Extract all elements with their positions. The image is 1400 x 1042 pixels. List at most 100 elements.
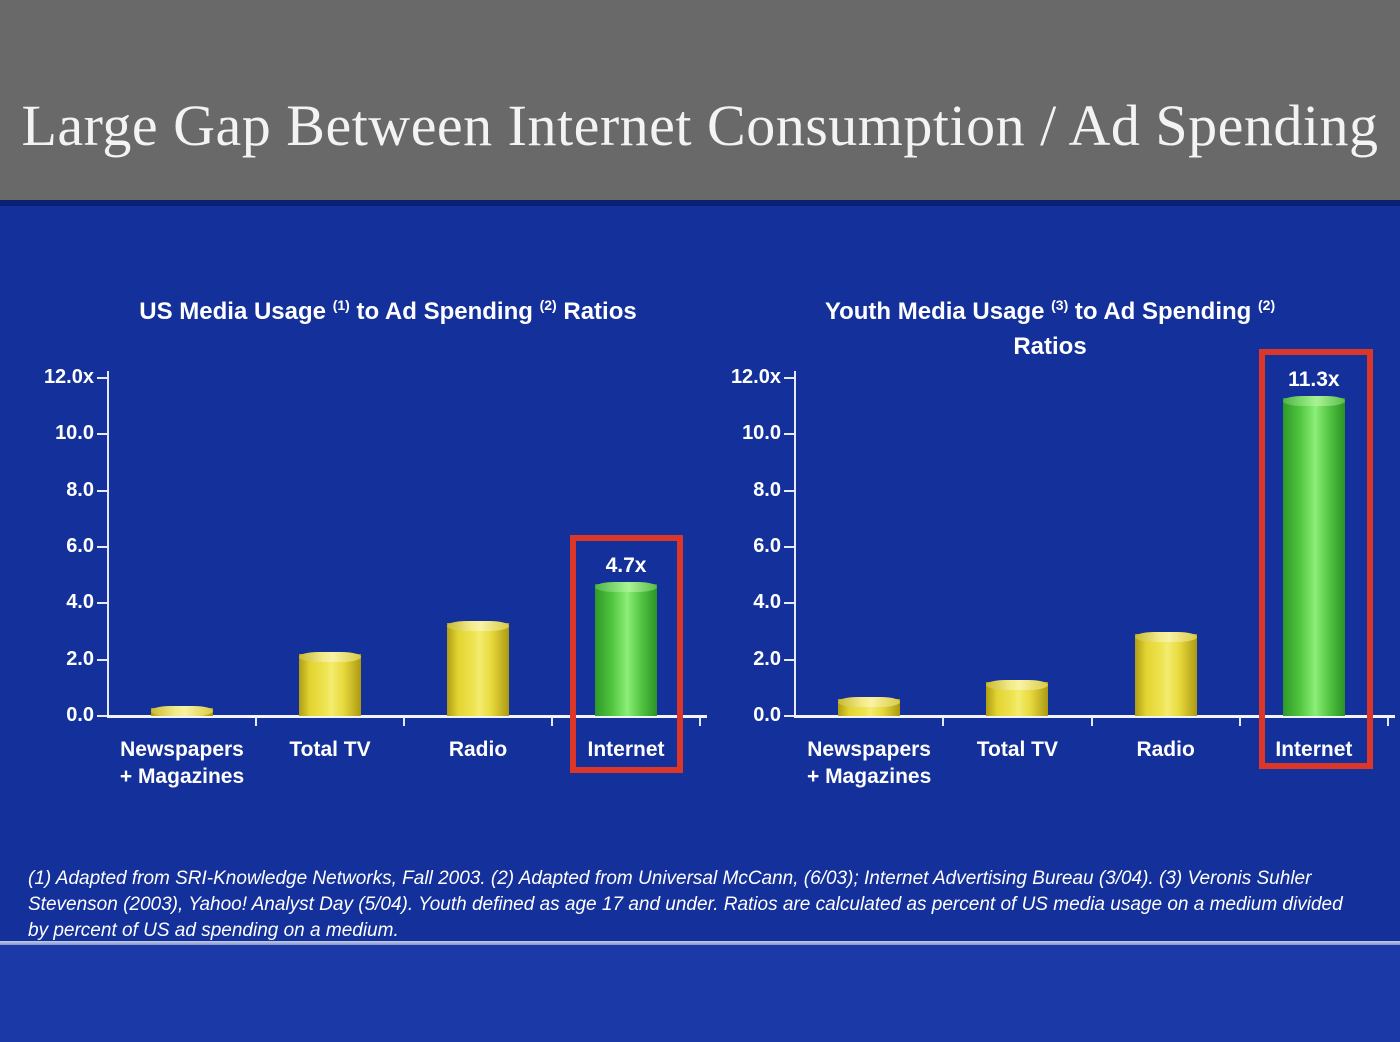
bar-radio [1134, 632, 1197, 716]
y-axis-label: 8.0 [753, 478, 781, 501]
y-axis-label: 4.0 [753, 591, 781, 614]
x-axis-tick [403, 717, 405, 726]
footnote-line: Stevenson (2003), Yahoo! Analyst Day (5/… [28, 894, 1343, 915]
y-axis-tick [97, 658, 107, 661]
y-axis-tick [97, 377, 107, 379]
category-label-line: Newspapers [120, 738, 244, 761]
chart-right-title: Youth Media Usage (3) to Ad Spending (2)… [728, 288, 1372, 364]
y-axis-label: 12.0x [43, 366, 94, 388]
chart-title-segment: to Ad Spending [349, 298, 540, 325]
y-axis [794, 371, 796, 716]
footer-divider [0, 941, 1400, 945]
category-label: Newspapers + Magazines [108, 736, 256, 790]
category-label-line: Internet [587, 738, 665, 761]
chart-title-segment: (2) [1258, 297, 1276, 313]
chart-title-segment: (3) [1051, 297, 1069, 313]
category-label-line: Internet [1275, 738, 1353, 761]
chart-left-title: US Media Usage (1) to Ad Spending (2) Ra… [58, 288, 718, 329]
y-axis-tick [97, 602, 107, 605]
x-axis-tick [1090, 717, 1093, 726]
chart-right-highlight-box [1259, 349, 1373, 769]
bar-radio [447, 621, 509, 716]
y-axis-label: 8.0 [66, 478, 94, 501]
bar-top-cap [1134, 632, 1197, 643]
y-axis-tick [97, 489, 107, 492]
header-divider [0, 200, 1400, 206]
bar-total-tv [986, 680, 1049, 716]
y-axis [107, 371, 109, 716]
category-label: Internet [1240, 736, 1388, 763]
y-axis-tick [784, 377, 794, 379]
chart-title-segment: to Ad Spending [1068, 298, 1258, 325]
category-label-line: + Magazines [806, 765, 932, 788]
bar-top-cap [447, 621, 509, 632]
chart-left-highlight-box [570, 535, 683, 773]
bar-top-cap [299, 652, 361, 663]
bar-top-cap [838, 697, 901, 708]
x-axis-tick [551, 717, 553, 726]
y-axis-label: 6.0 [753, 535, 781, 557]
y-axis-tick [784, 602, 794, 605]
x-axis-tick [942, 717, 945, 726]
bar-top-cap [986, 680, 1049, 691]
chart-title-segment: Ratios [1013, 333, 1087, 360]
category-label-line: Total TV [289, 738, 371, 761]
footnote-line: (1) Adapted from SRI-Knowledge Networks,… [28, 868, 1312, 889]
bar-newspapers-magazines [151, 705, 213, 716]
bar-top-cap [595, 581, 657, 592]
y-axis-tick [97, 715, 107, 717]
y-axis-tick [97, 546, 107, 548]
bar-top-cap [151, 705, 213, 716]
category-label: Total TV [943, 736, 1091, 763]
x-axis-tick [1387, 717, 1389, 726]
y-axis-tick [97, 433, 107, 436]
footer-band: MorganStanley 43 Yourseeker [0, 945, 1400, 1042]
category-label: Total TV [256, 736, 404, 763]
x-axis-tick [255, 717, 257, 726]
bar-internet [595, 581, 657, 716]
category-label-line: Radio [448, 738, 508, 761]
y-axis-tick [784, 489, 794, 492]
header-band: Large Gap Between Internet Consumption /… [0, 0, 1400, 200]
bar-total-tv [299, 652, 361, 716]
bar-value-label: 4.7x [605, 553, 647, 577]
x-axis-line [794, 715, 1395, 718]
chart-title-segment: (2) [539, 297, 557, 313]
category-label: Radio [404, 736, 552, 763]
bar-newspapers-magazines [838, 697, 901, 716]
y-axis-label: 2.0 [66, 647, 94, 670]
category-label-line: Total TV [976, 738, 1059, 761]
y-axis-label: 10.0 [742, 422, 781, 445]
x-axis-tick [1238, 717, 1241, 726]
y-axis-tick [784, 658, 794, 661]
category-label: Internet [552, 736, 700, 763]
category-label: Newspapers + Magazines [795, 736, 943, 790]
chart-title-segment: US Media Usage [139, 298, 333, 325]
y-axis-label: 2.0 [753, 647, 781, 670]
y-axis-label: 6.0 [66, 535, 94, 557]
x-axis-tick [699, 717, 701, 726]
y-axis-label: 0.0 [66, 704, 94, 726]
y-axis-label: 0.0 [753, 704, 781, 726]
x-axis-line [107, 715, 707, 718]
y-axis-tick [784, 433, 794, 436]
slide-title: Large Gap Between Internet Consumption /… [21, 93, 1379, 158]
chart-title-segment: Ratios [556, 298, 637, 325]
category-label-line: + Magazines [119, 765, 245, 788]
category-label-line: Newspapers [807, 738, 931, 761]
chart-title-segment: (1) [332, 297, 350, 313]
y-axis-label: 4.0 [66, 591, 94, 614]
bar-value-label: 11.3x [1288, 367, 1340, 391]
chart-title-segment: Youth Media Usage [824, 298, 1052, 325]
y-axis-label: 12.0x [730, 366, 781, 388]
bar-top-cap [1282, 395, 1345, 406]
category-label: Radio [1092, 736, 1240, 763]
footnote: (1) Adapted from SRI-Knowledge Networks,… [28, 866, 1388, 944]
y-axis-tick [784, 546, 794, 548]
y-axis-label: 10.0 [55, 422, 94, 445]
bar-internet [1282, 395, 1345, 716]
footnote-line: by percent of US ad spending on a medium… [28, 920, 399, 941]
y-axis-tick [784, 715, 794, 717]
